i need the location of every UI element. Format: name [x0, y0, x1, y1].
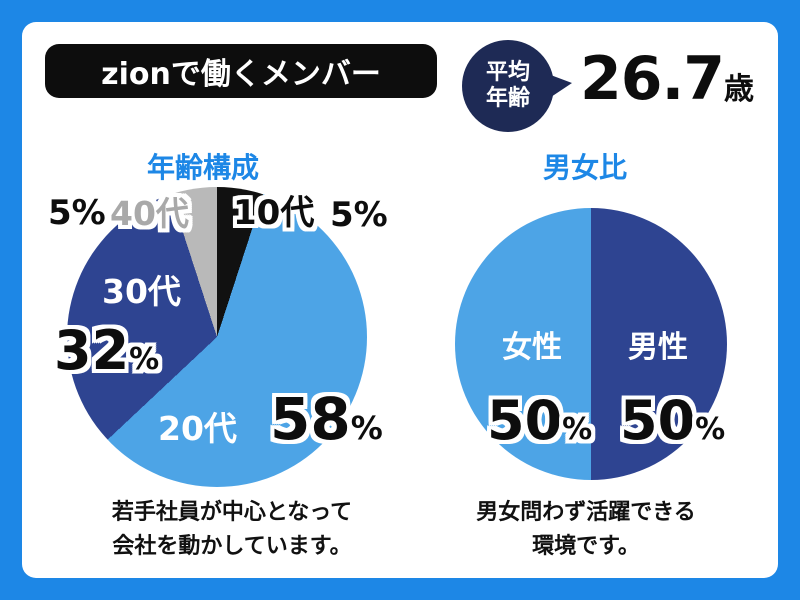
average-age-value: 26.7歳 — [580, 44, 754, 114]
age-chart-title: 年齢構成 — [147, 151, 260, 184]
age-caption-line1: 若手社員が中心となって — [111, 500, 353, 525]
age-30s-label: 30代 — [102, 272, 181, 311]
age-20s-number: 58 — [270, 385, 351, 453]
gender-female-label: 女性 — [502, 330, 562, 365]
age-caption-line2: 会社を動かしています。 — [112, 534, 352, 560]
age-40s-label: 40代 — [110, 194, 189, 233]
gender-male-number: 50 — [620, 389, 696, 452]
gender-pie-chart — [455, 208, 727, 480]
age-20s-value: 58% — [270, 390, 383, 448]
gender-chart-caption: 男女問わず活躍できる 環境です。 — [406, 496, 766, 564]
gender-male-label: 男性 — [628, 330, 688, 365]
age-40s-percent-sign: % — [71, 193, 106, 233]
speech-bubble-pointer — [548, 74, 572, 99]
age-chart-caption: 若手社員が中心となって 会社を動かしています。 — [52, 496, 412, 564]
age-pie-chart — [67, 187, 367, 487]
page-title: zionで働くメンバー — [101, 57, 381, 92]
age-10s-label: 10代 — [233, 193, 315, 233]
gender-caption-line2: 環境です。 — [532, 534, 640, 560]
age-20s-percent-sign: % — [350, 409, 383, 447]
average-age-unit: 歳 — [724, 72, 755, 107]
age-30s-number: 32 — [54, 319, 130, 382]
gender-female-value: 50% — [487, 394, 592, 448]
gender-female-percent-sign: % — [562, 412, 593, 447]
gender-male-percent-sign: % — [695, 412, 726, 447]
age-30s-value: 32% — [54, 324, 159, 378]
average-age-bubble: 平均 年齢 — [462, 40, 554, 132]
age-10s-percent-sign: % — [353, 195, 388, 235]
average-age-label-line2: 年齢 — [485, 86, 530, 111]
average-age-number: 26.7 — [580, 44, 725, 114]
age-20s-label: 20代 — [158, 409, 237, 448]
average-age-label-line1: 平均 — [485, 59, 530, 85]
age-10s-number: 5 — [330, 195, 354, 235]
age-40s-value: 5% — [48, 196, 106, 230]
gender-female-number: 50 — [487, 389, 563, 452]
age-10s-value: 5% — [330, 198, 388, 232]
age-30s-percent-sign: % — [129, 342, 160, 377]
gender-chart-title: 男女比 — [543, 151, 628, 184]
page-title-badge: zionで働くメンバー — [45, 44, 437, 98]
gender-male-value: 50% — [620, 394, 725, 448]
age-40s-number: 5 — [48, 193, 72, 233]
gender-caption-line1: 男女問わず活躍できる — [476, 500, 696, 525]
